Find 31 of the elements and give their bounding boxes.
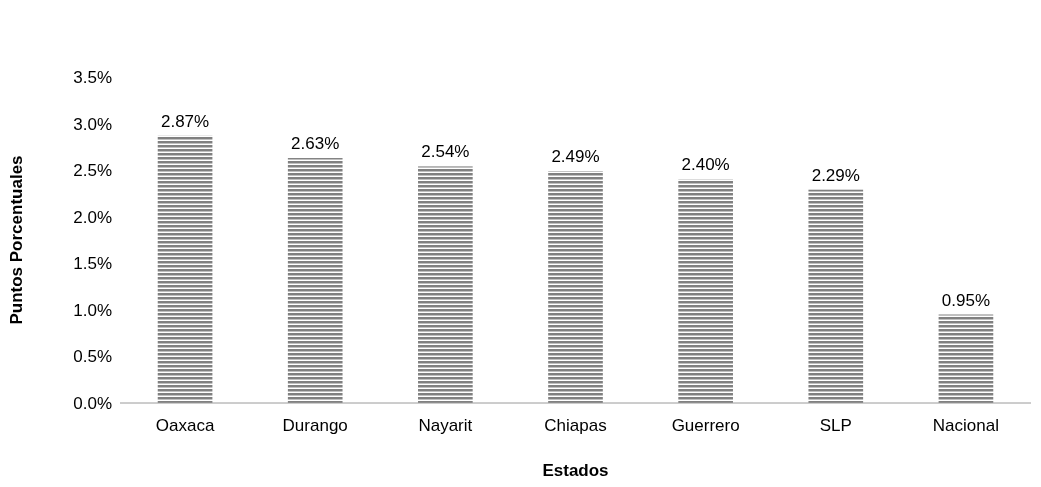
data-label: 0.95% [941, 290, 991, 310]
y-tick-label: 0.5% [73, 347, 112, 367]
x-tick-label: Nayarit [418, 416, 473, 435]
y-tick-label: 2.0% [73, 207, 112, 227]
bar [548, 171, 603, 403]
x-tick-label: Chiapas [544, 416, 607, 435]
x-axis-title: Estados [542, 461, 609, 480]
x-tick-label: Guerrero [671, 416, 740, 435]
y-tick-label: 3.5% [73, 67, 112, 87]
x-tick-label: Oaxaca [155, 416, 215, 435]
y-axis-title: Puntos Porcentuales [7, 155, 26, 325]
y-tick-label: 1.5% [73, 254, 112, 274]
data-label: 2.29% [811, 165, 860, 185]
x-tick-label: Durango [282, 416, 348, 435]
bar [938, 314, 994, 403]
x-tick-label: SLP [819, 416, 852, 435]
y-tick-label: 1.0% [73, 300, 112, 320]
data-label: 2.54% [421, 142, 470, 162]
y-tick-label: 0.0% [73, 393, 112, 413]
y-tick-label: 2.5% [73, 161, 112, 181]
bar [157, 135, 213, 403]
data-label: 2.49% [551, 147, 600, 167]
data-label: 2.63% [291, 134, 340, 154]
bar [808, 189, 864, 403]
bar [418, 166, 473, 403]
data-label: 2.87% [160, 111, 210, 131]
bar [287, 158, 343, 403]
bar [678, 179, 733, 403]
data-label: 2.40% [681, 155, 730, 175]
y-tick-label: 3.0% [73, 114, 112, 134]
x-tick-label: Nacional [932, 416, 1000, 435]
